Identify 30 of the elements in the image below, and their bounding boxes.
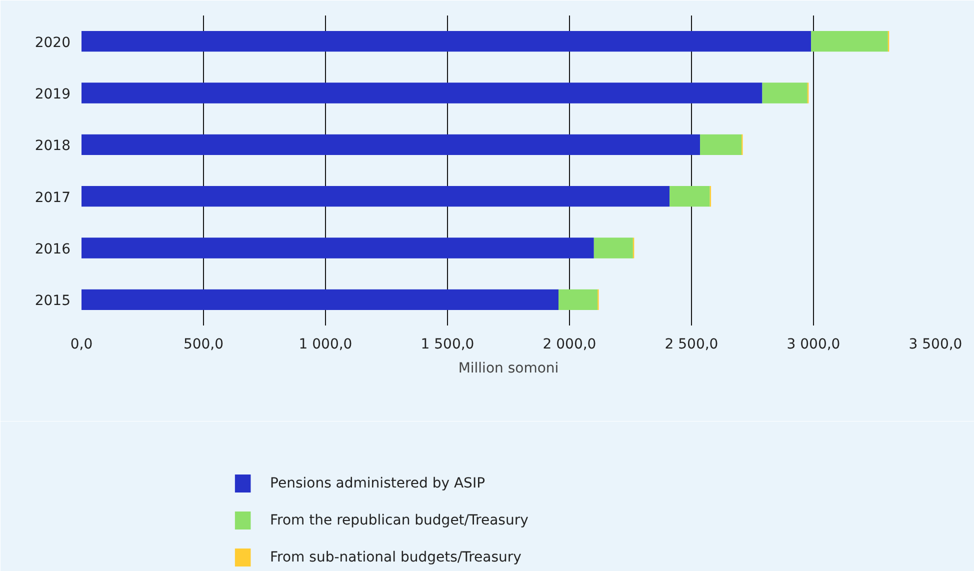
x-tick-label: 2 500,0	[664, 336, 718, 352]
legend-label: Pensions administered by ASIP	[270, 476, 486, 492]
x-tick-label: 500,0	[183, 336, 224, 352]
y-tick-label: 2016	[34, 242, 71, 258]
y-tick-label: 2017	[34, 190, 71, 206]
bar	[558, 289, 598, 310]
x-tick-label: 2 000,0	[542, 336, 596, 352]
x-axis-title: Million somoni	[458, 360, 559, 376]
bar	[82, 31, 812, 52]
legend-label: From the republican budget/Treasury	[270, 512, 528, 528]
bar	[82, 134, 700, 155]
x-tick-label: 0,0	[70, 336, 93, 352]
y-tick-label: 2018	[34, 138, 71, 154]
x-tick-label: 3 500,0	[908, 336, 962, 352]
bar	[700, 134, 742, 155]
bar	[811, 31, 888, 52]
x-tick-label: 1 500,0	[420, 336, 474, 352]
y-tick-label: 2019	[34, 86, 71, 102]
bar	[762, 82, 808, 104]
bar	[82, 289, 559, 310]
bar	[82, 238, 594, 258]
bar	[82, 82, 762, 104]
y-tick-label: 2020	[34, 34, 71, 51]
bar	[82, 186, 670, 207]
legend-label: From sub-national budgets/Treasury	[270, 550, 522, 566]
bar	[670, 186, 710, 207]
y-tick-label: 2015	[34, 293, 71, 310]
bar	[594, 238, 633, 258]
x-tick-label: 1 000,0	[298, 336, 352, 352]
x-tick-label: 3 000,0	[786, 336, 840, 352]
